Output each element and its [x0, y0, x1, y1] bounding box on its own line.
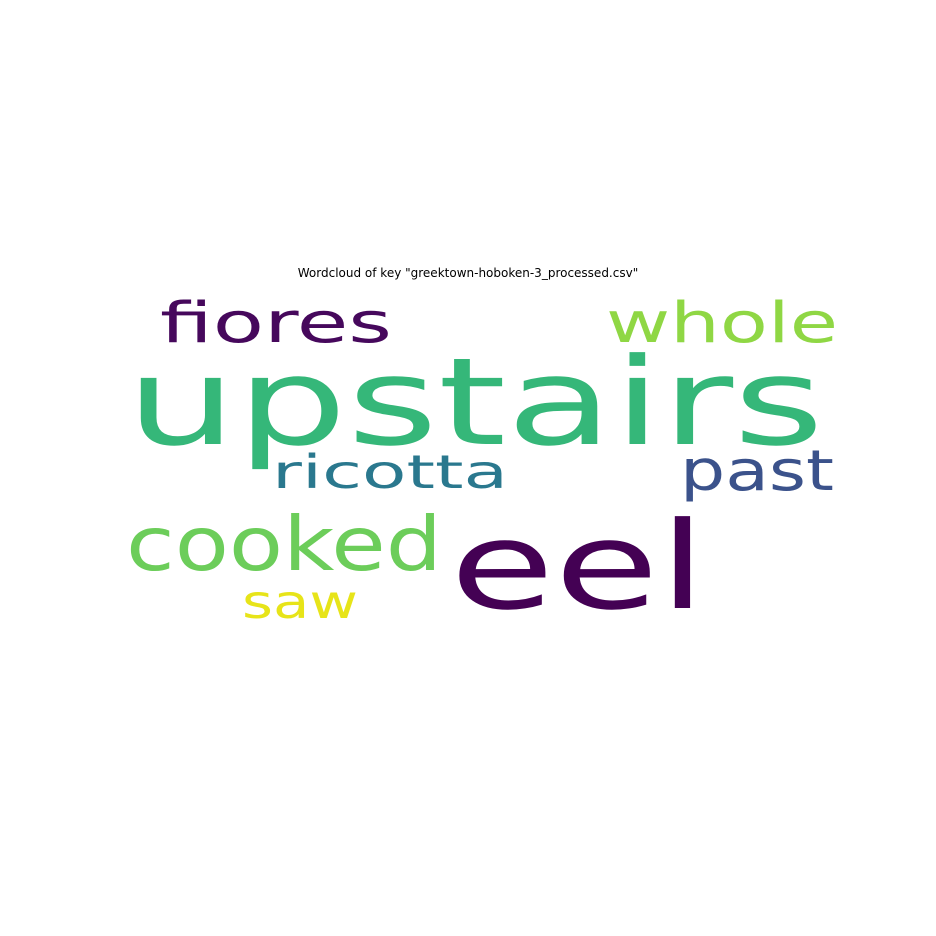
word-eel: eel [450, 496, 706, 637]
word-whole: whole [606, 291, 836, 356]
word-ricotta: ricotta [272, 445, 508, 499]
word-cooked: cooked [126, 500, 442, 588]
word-upstairs: upstairs [126, 332, 824, 473]
word-fiores: fiores [160, 291, 392, 356]
chart-title: Wordcloud of key "greektown-hoboken-3_pr… [297, 266, 639, 280]
word-saw: saw [242, 575, 358, 629]
word-past: past [680, 439, 834, 504]
